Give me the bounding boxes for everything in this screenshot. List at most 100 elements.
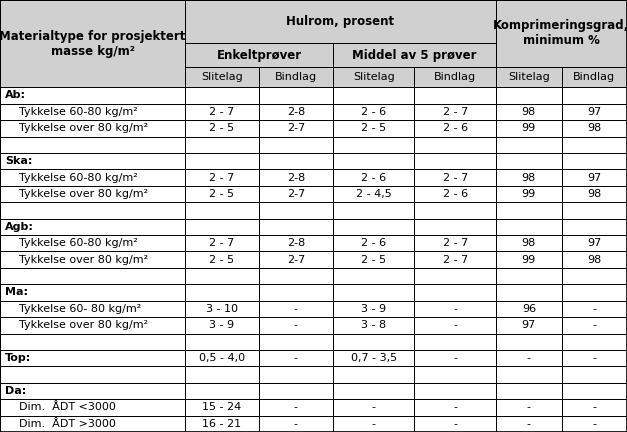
Bar xyxy=(185,268,259,284)
Bar xyxy=(185,43,333,67)
Text: -: - xyxy=(453,419,457,429)
Bar xyxy=(562,399,627,416)
Text: Slitelag: Slitelag xyxy=(201,72,243,82)
Bar xyxy=(562,350,627,366)
Text: 3 - 9: 3 - 9 xyxy=(361,304,386,314)
Text: 2 - 7: 2 - 7 xyxy=(443,238,468,248)
Bar xyxy=(414,202,496,219)
Bar xyxy=(496,317,562,334)
Text: -: - xyxy=(593,353,596,363)
Bar xyxy=(496,137,562,153)
Bar xyxy=(496,383,562,399)
Bar xyxy=(185,251,259,268)
Bar xyxy=(185,186,259,202)
Text: 2 - 7: 2 - 7 xyxy=(209,172,234,183)
Text: 2 - 5: 2 - 5 xyxy=(361,254,386,265)
Bar xyxy=(0,219,185,235)
Bar xyxy=(496,169,562,186)
Bar xyxy=(333,120,414,137)
Text: 16 - 21: 16 - 21 xyxy=(203,419,241,429)
Text: -: - xyxy=(593,304,596,314)
Text: 2-8: 2-8 xyxy=(287,172,305,183)
Text: 2-7: 2-7 xyxy=(287,123,305,133)
Bar xyxy=(333,366,414,383)
Text: Enkeltprøver: Enkeltprøver xyxy=(216,48,302,62)
Bar xyxy=(562,137,627,153)
Text: 2 - 4,5: 2 - 4,5 xyxy=(356,189,392,199)
Bar xyxy=(185,67,259,87)
Text: Bindlag: Bindlag xyxy=(275,72,317,82)
Bar xyxy=(0,301,185,317)
Text: Hulrom, prosent: Hulrom, prosent xyxy=(287,15,394,28)
Bar xyxy=(333,202,414,219)
Bar xyxy=(333,416,414,432)
Text: 2 - 5: 2 - 5 xyxy=(209,189,234,199)
Bar xyxy=(259,301,333,317)
Text: -: - xyxy=(593,419,596,429)
Bar xyxy=(0,120,185,137)
Bar xyxy=(333,383,414,399)
Text: 0,5 - 4,0: 0,5 - 4,0 xyxy=(199,353,245,363)
Bar xyxy=(562,317,627,334)
Bar xyxy=(0,366,185,383)
Text: Tykkelse over 80 kg/m²: Tykkelse over 80 kg/m² xyxy=(5,254,148,265)
Text: 2-7: 2-7 xyxy=(287,189,305,199)
Bar xyxy=(562,202,627,219)
Text: Tykkelse 60-80 kg/m²: Tykkelse 60-80 kg/m² xyxy=(5,107,138,117)
Text: -: - xyxy=(294,320,298,330)
Bar xyxy=(496,416,562,432)
Text: Tykkelse 60-80 kg/m²: Tykkelse 60-80 kg/m² xyxy=(5,172,138,183)
Bar xyxy=(414,219,496,235)
Bar xyxy=(562,416,627,432)
Bar xyxy=(562,87,627,104)
Bar xyxy=(185,383,259,399)
Text: 3 - 9: 3 - 9 xyxy=(209,320,234,330)
Bar xyxy=(259,153,333,169)
Bar xyxy=(414,301,496,317)
Bar xyxy=(259,235,333,251)
Text: Agb:: Agb: xyxy=(5,222,34,232)
Bar xyxy=(414,186,496,202)
Text: Bindlag: Bindlag xyxy=(573,72,616,82)
Bar xyxy=(496,104,562,120)
Text: 3 - 8: 3 - 8 xyxy=(361,320,386,330)
Text: 0,7 - 3,5: 0,7 - 3,5 xyxy=(350,353,397,363)
Text: 15 - 24: 15 - 24 xyxy=(203,402,241,413)
Text: 2 - 7: 2 - 7 xyxy=(209,238,234,248)
Bar xyxy=(562,104,627,120)
Bar xyxy=(414,87,496,104)
Bar xyxy=(259,284,333,301)
Bar xyxy=(185,284,259,301)
Text: 97: 97 xyxy=(587,238,601,248)
Bar xyxy=(185,120,259,137)
Bar xyxy=(414,235,496,251)
Bar xyxy=(185,137,259,153)
Bar xyxy=(0,268,185,284)
Bar xyxy=(259,120,333,137)
Bar xyxy=(185,202,259,219)
Text: 2 - 6: 2 - 6 xyxy=(443,123,468,133)
Text: Middel av 5 prøver: Middel av 5 prøver xyxy=(352,48,477,62)
Text: Top:: Top: xyxy=(5,353,31,363)
Bar xyxy=(562,268,627,284)
Bar xyxy=(0,399,185,416)
Bar xyxy=(496,284,562,301)
Text: Ma:: Ma: xyxy=(5,287,28,298)
Text: 98: 98 xyxy=(587,254,601,265)
Bar xyxy=(185,219,259,235)
Bar xyxy=(496,153,562,169)
Text: Tykkelse over 80 kg/m²: Tykkelse over 80 kg/m² xyxy=(5,123,148,133)
Bar xyxy=(259,399,333,416)
Bar xyxy=(414,399,496,416)
Bar xyxy=(562,219,627,235)
Text: Slitelag: Slitelag xyxy=(353,72,394,82)
Text: Dim.  ÅDT >3000: Dim. ÅDT >3000 xyxy=(5,419,116,429)
Bar xyxy=(0,0,185,87)
Bar xyxy=(562,169,627,186)
Bar xyxy=(333,153,414,169)
Text: 98: 98 xyxy=(587,123,601,133)
Bar xyxy=(333,251,414,268)
Bar xyxy=(562,366,627,383)
Text: 97: 97 xyxy=(587,172,601,183)
Bar xyxy=(185,399,259,416)
